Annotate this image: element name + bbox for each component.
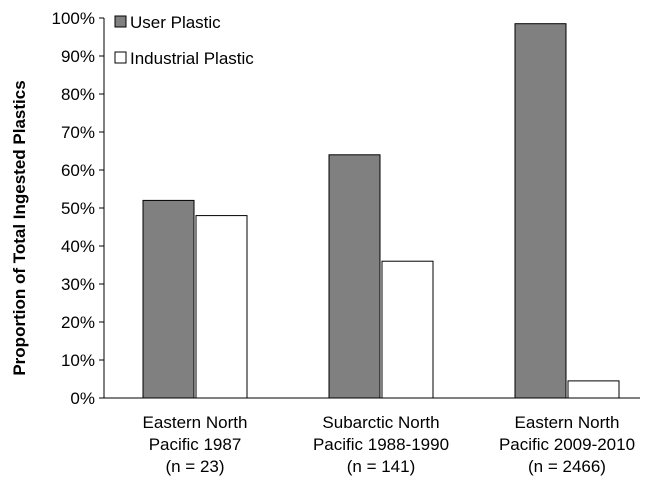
y-axis-ticks	[99, 17, 104, 399]
category-labels: Eastern North Pacific 1987 (n = 23) Subarct…	[143, 413, 635, 476]
legend-label: User Plastic	[130, 13, 221, 32]
y-tick-label: 20%	[61, 313, 95, 332]
category-label: Subarctic North	[322, 413, 439, 432]
category-label: Pacific 1987	[149, 435, 242, 454]
y-tick-label: 40%	[61, 237, 95, 256]
legend: User Plastic Industrial Plastic	[114, 13, 254, 68]
y-tick-label: 80%	[61, 85, 95, 104]
category-label: (n = 23)	[165, 457, 224, 476]
legend-swatch	[114, 51, 127, 64]
category-label: Pacific 1988-1990	[313, 435, 449, 454]
bar-user-plastic	[142, 199, 195, 399]
category-label: Pacific 2009-2010	[499, 435, 635, 454]
y-tick-label: 50%	[61, 199, 95, 218]
legend-label: Industrial Plastic	[130, 49, 254, 68]
bar-user-plastic	[514, 23, 567, 399]
y-tick-label: 30%	[61, 275, 95, 294]
category-label: Eastern North	[515, 413, 620, 432]
y-axis-tick-labels: 0% 10% 20% 30% 40% 50% 60% 70% 80% 90% 100%	[52, 9, 95, 408]
category-label: (n = 2466)	[528, 457, 606, 476]
y-tick-label: 90%	[61, 47, 95, 66]
y-tick-label: 100%	[52, 9, 95, 28]
bar-user-plastic	[328, 154, 381, 399]
legend-swatch	[114, 15, 127, 28]
category-label: (n = 141)	[347, 457, 416, 476]
y-tick-label: 0%	[70, 389, 95, 408]
bars	[142, 23, 620, 399]
y-tick-label: 70%	[61, 123, 95, 142]
y-tick-label: 10%	[61, 351, 95, 370]
y-axis-title: Proportion of Total Ingested Plastics	[10, 80, 29, 375]
bar-industrial-plastic	[195, 215, 248, 399]
bar-industrial-plastic	[567, 380, 620, 399]
category-label: Eastern North	[143, 413, 248, 432]
y-tick-label: 60%	[61, 161, 95, 180]
bar-industrial-plastic	[381, 260, 434, 399]
